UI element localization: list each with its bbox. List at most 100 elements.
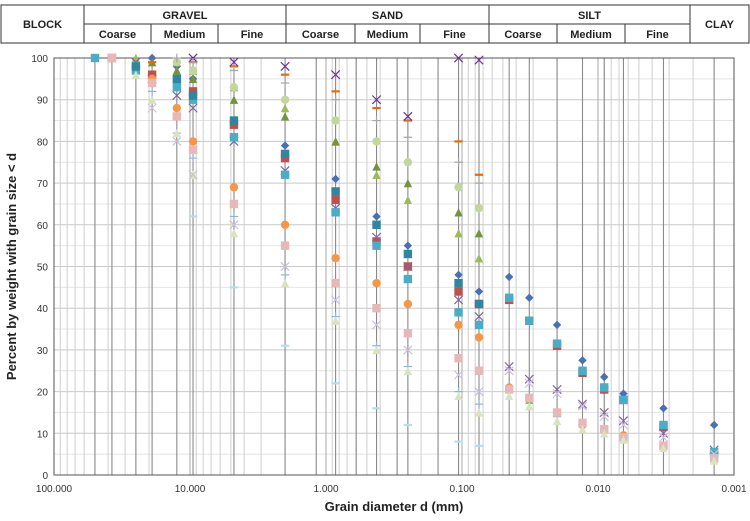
- data-point: [331, 253, 340, 263]
- data-point: [619, 435, 628, 444]
- data-point: [371, 232, 382, 242]
- data-point: [147, 95, 157, 104]
- plot-grid: [53, 57, 735, 476]
- data-point: [229, 199, 239, 209]
- data-point: [147, 78, 157, 88]
- data-point: [147, 103, 157, 113]
- data-point: [331, 116, 340, 125]
- data-point: [280, 103, 290, 113]
- data-point: [599, 407, 609, 418]
- data-point: [403, 366, 413, 375]
- data-point: [331, 187, 340, 196]
- data-point: [578, 356, 587, 365]
- axis-ticks: 0 10 20 30 40 50 60 70 80 90 100 100.000 10.000 1.000…: [31, 54, 747, 495]
- data-point: [372, 220, 381, 229]
- data-point: [474, 178, 484, 188]
- data-point: [454, 308, 463, 317]
- data-point: [454, 287, 463, 296]
- data-point: [578, 366, 587, 375]
- data-point: [524, 378, 534, 388]
- data-point: [525, 316, 534, 325]
- data-point: [280, 78, 290, 88]
- data-point: [280, 220, 290, 229]
- data-point: [504, 361, 514, 372]
- data-point: [229, 220, 239, 230]
- classification-header: BLOCK GRAVEL Coarse Medium Fine SAND Coarse Med…: [0, 4, 750, 44]
- data-point: [552, 408, 562, 417]
- data-point: [372, 212, 381, 221]
- data-point: [504, 366, 514, 376]
- data-point: [577, 399, 588, 409]
- header-subclass-gravel-medium: Medium: [164, 29, 206, 41]
- data-point: [619, 395, 628, 405]
- data-point: [474, 287, 484, 296]
- data-point: [280, 149, 290, 159]
- data-point: [172, 53, 182, 63]
- header-group-gravel: GRAVEL: [162, 10, 207, 22]
- data-point: [599, 411, 609, 422]
- data-point: [331, 95, 340, 104]
- data-point: [372, 170, 381, 179]
- header-group-block: BLOCK: [23, 19, 62, 31]
- data-point: [474, 253, 484, 263]
- data-point: [403, 329, 413, 338]
- data-point: [229, 183, 239, 192]
- data-point: [454, 278, 463, 288]
- data-point: [619, 389, 628, 398]
- x-tick-label: 10.000: [175, 484, 206, 495]
- data-point: [709, 447, 719, 457]
- data-point: [331, 137, 340, 146]
- data-point: [578, 424, 587, 434]
- data-point: [188, 170, 198, 180]
- data-point: [280, 61, 290, 71]
- data-point: [371, 95, 382, 105]
- data-point: [188, 66, 198, 75]
- data-point: [331, 316, 340, 325]
- data-point: [474, 299, 484, 309]
- data-point: [453, 295, 464, 305]
- data-point: [403, 133, 413, 142]
- data-point: [330, 70, 341, 80]
- data-point: [454, 183, 463, 192]
- y-tick-label: 30: [37, 346, 49, 357]
- data-point: [280, 278, 290, 288]
- data-point: [330, 295, 341, 305]
- data-point: [229, 57, 239, 67]
- data-point: [188, 91, 198, 100]
- data-point: [403, 241, 413, 250]
- data-point: [280, 241, 290, 250]
- data-point: [474, 311, 484, 322]
- data-point: [552, 320, 562, 330]
- data-point: [618, 420, 629, 430]
- data-point: [454, 391, 463, 400]
- data-point: [454, 270, 463, 280]
- header-subclass-silt-fine: Fine: [646, 29, 669, 41]
- data-point: [403, 299, 413, 309]
- header-group-clay: CLAY: [705, 19, 735, 31]
- data-point: [280, 170, 290, 179]
- data-point: [618, 416, 629, 426]
- data-point: [454, 228, 463, 238]
- data-point: [90, 53, 100, 63]
- data-point: [474, 399, 484, 409]
- header-group-sand: SAND: [372, 10, 403, 22]
- data-point: [525, 401, 534, 411]
- header-subclass-sand-fine: Fine: [443, 29, 466, 41]
- data-point: [524, 374, 534, 384]
- data-point: [372, 162, 381, 171]
- data-point: [229, 95, 239, 104]
- x-tick-label: 100.000: [36, 484, 73, 495]
- data-point: [372, 278, 381, 288]
- data-point: [453, 370, 464, 380]
- data-point: [331, 278, 340, 288]
- data-point: [709, 420, 719, 430]
- data-point: [280, 95, 290, 104]
- data-point: [172, 112, 182, 121]
- data-point: [229, 66, 239, 75]
- data-point: [331, 208, 340, 217]
- data-point: [403, 261, 413, 272]
- data-point: [403, 274, 413, 284]
- data-point: [172, 90, 182, 101]
- data-point: [454, 208, 463, 217]
